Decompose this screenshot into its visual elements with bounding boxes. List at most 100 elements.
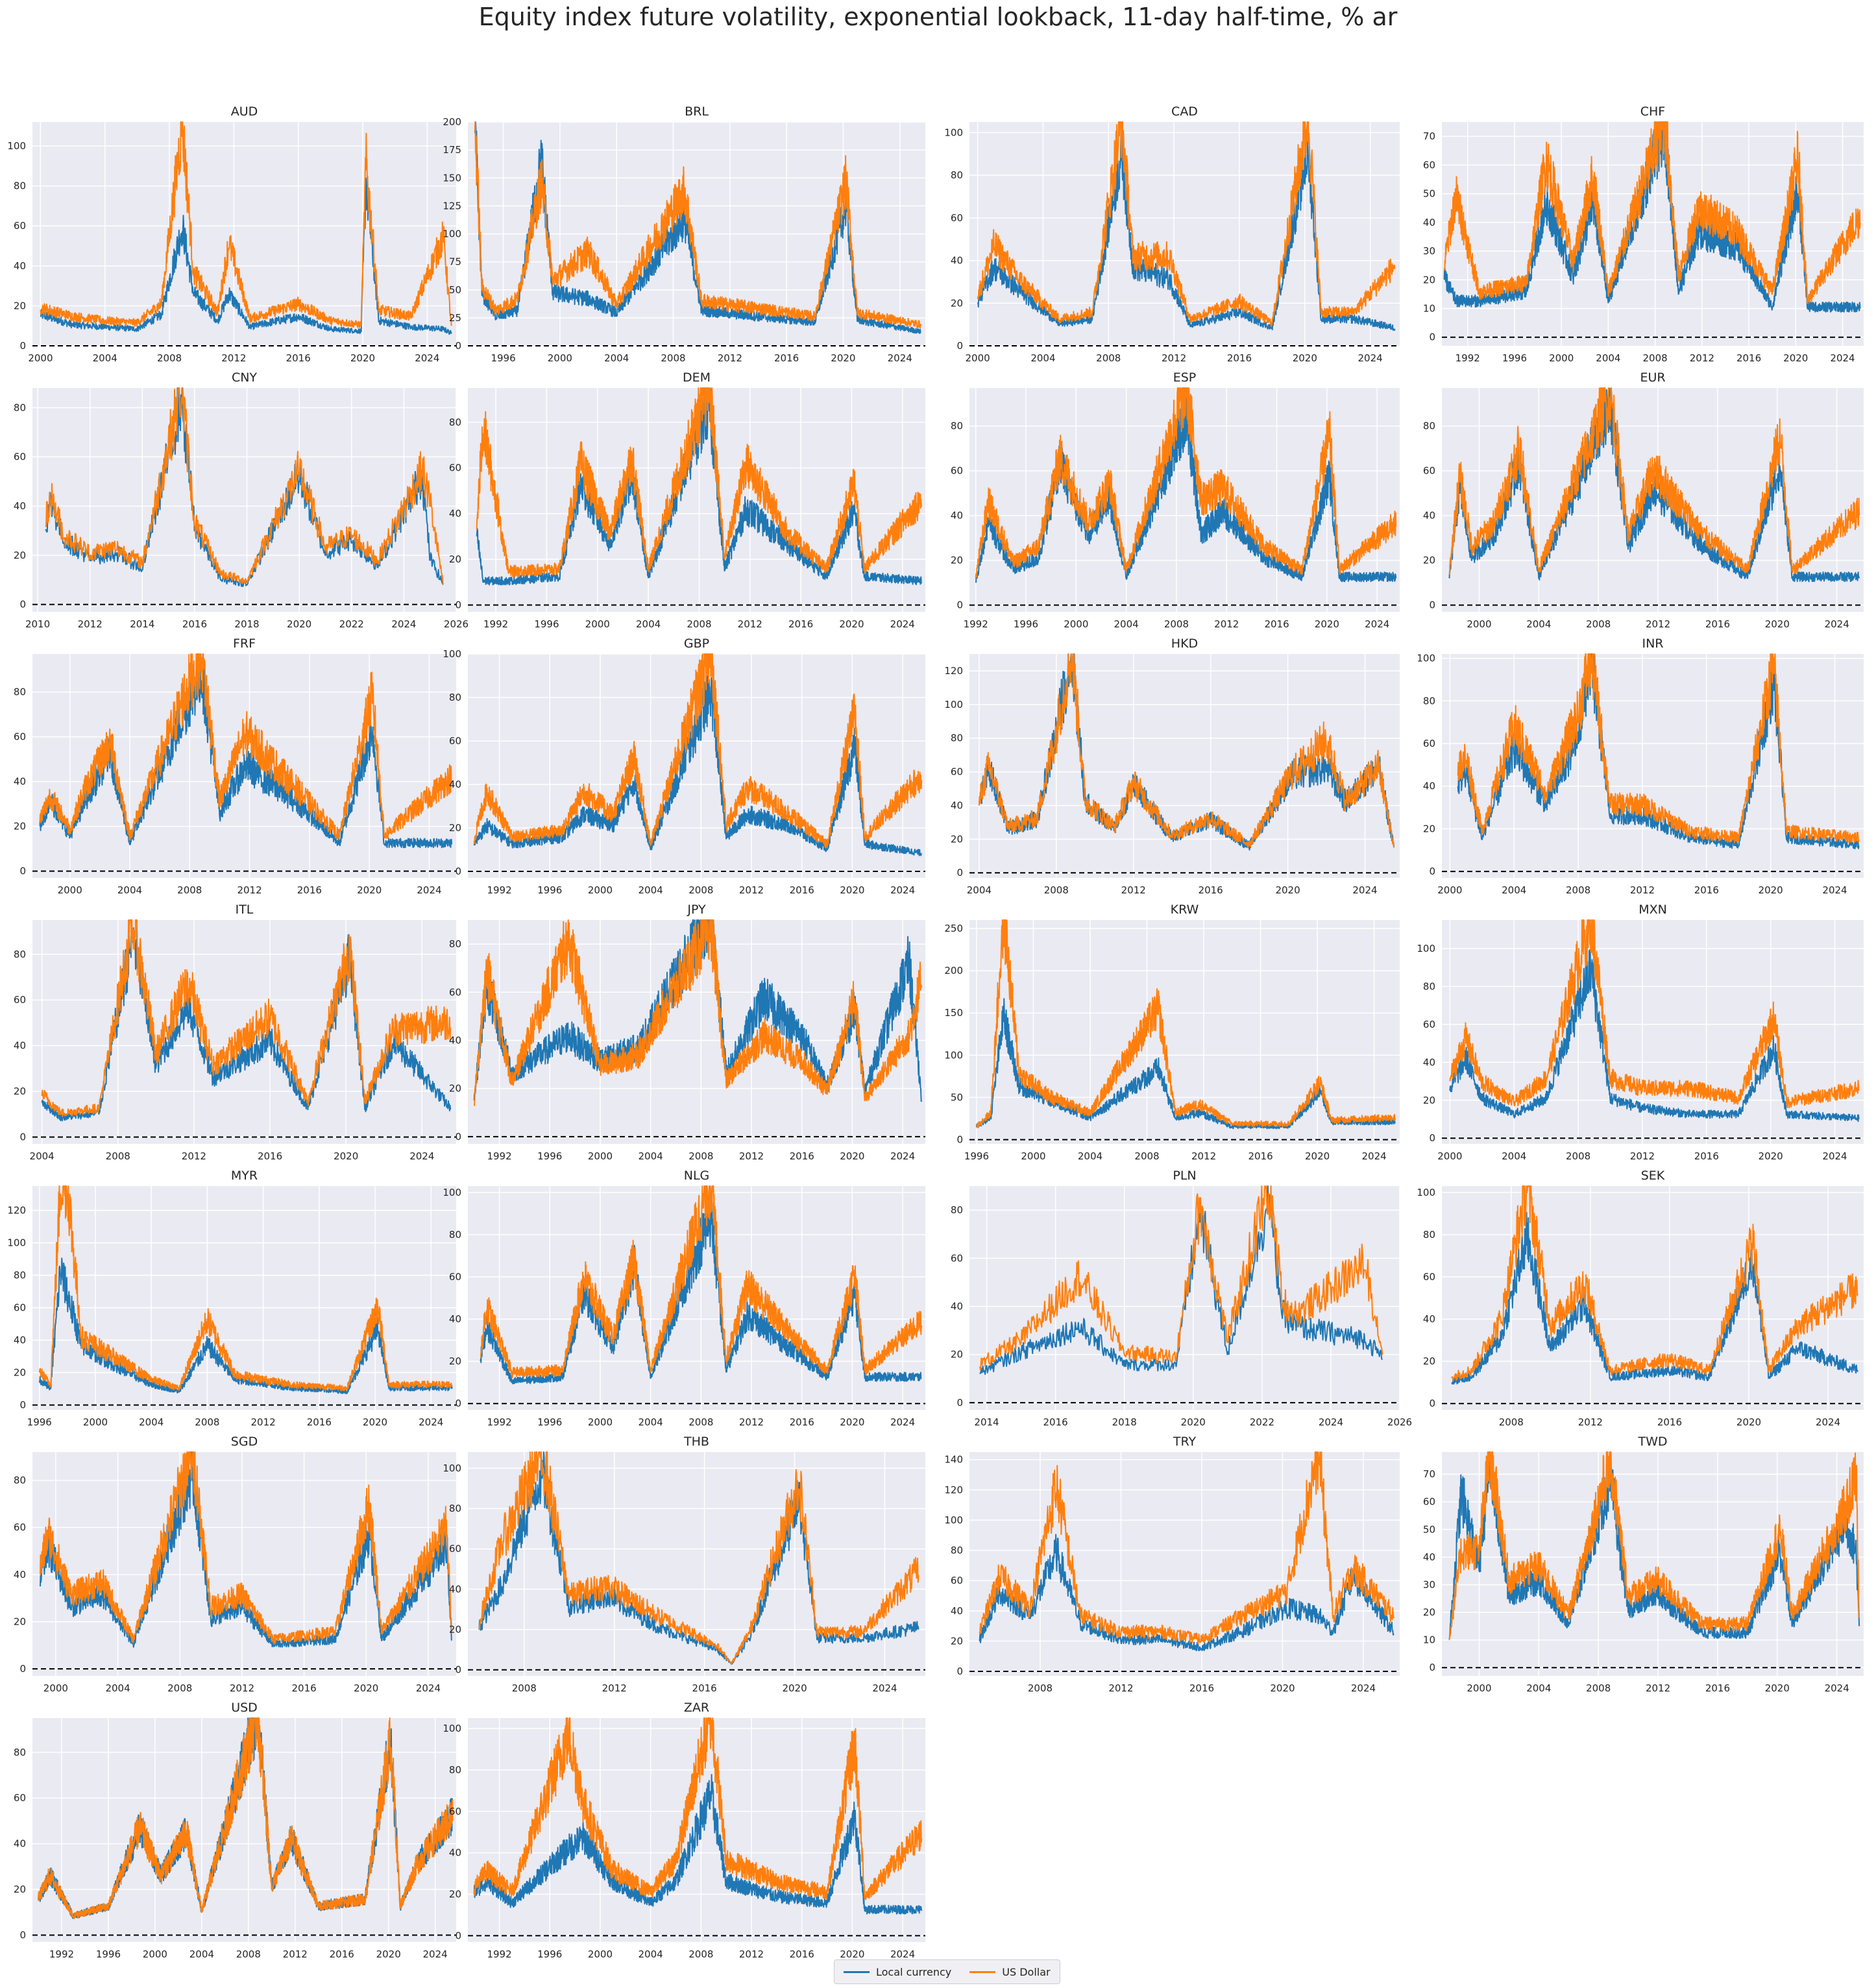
x-tick-label: 2016 <box>790 1150 814 1162</box>
x-tick-label: 2024 <box>1822 884 1847 896</box>
x-tick-label: 2012 <box>1162 352 1186 364</box>
y-tick-label: 80 <box>1423 695 1435 707</box>
subplot-title: AUD <box>231 104 258 119</box>
x-tick-label: 1996 <box>27 1416 52 1428</box>
x-tick-label: 1996 <box>537 1416 562 1428</box>
subplot-esp: 0 20 40 60 80 1992 1996 2000 2004 2008 2012 2016 202… <box>951 370 1400 630</box>
x-tick-label: 2004 <box>1596 352 1620 364</box>
y-tick-label: 60 <box>14 220 26 232</box>
series-line-us-dollar <box>473 653 923 849</box>
x-tick-label: 2000 <box>1549 352 1574 364</box>
subplot-title: HKD <box>1171 636 1198 651</box>
y-tick-label: 60 <box>951 212 963 224</box>
series-line-local-currency <box>977 122 1396 331</box>
y-tick-label: 60 <box>14 731 26 743</box>
y-tick-label: 0 <box>1429 332 1435 343</box>
x-tick-label: 2022 <box>1250 1416 1274 1428</box>
x-tick-label: 2000 <box>1437 884 1462 896</box>
x-tick-label: 2008 <box>167 1682 192 1694</box>
subplot-title: JPY <box>687 903 706 917</box>
x-tick-label: 2020 <box>363 1416 387 1428</box>
y-tick-label: 20 <box>449 1083 461 1095</box>
x-tick-label: 1996 <box>1502 352 1527 364</box>
x-tick-label: 2008 <box>688 1948 713 1960</box>
y-tick-label: 40 <box>951 1605 963 1617</box>
y-tick-label: 0 <box>956 867 963 879</box>
x-tick-label: 2010 <box>25 618 50 630</box>
y-tick-label: 100 <box>944 699 963 710</box>
series-line-us-dollar <box>41 919 452 1117</box>
x-tick-label: 2012 <box>1108 1682 1133 1694</box>
x-tick-label: 2020 <box>1736 1416 1761 1428</box>
x-tick-label: 2008 <box>687 618 711 630</box>
y-tick-label: 80 <box>1423 420 1435 432</box>
x-tick-label: 2012 <box>739 1150 764 1162</box>
y-tick-label: 60 <box>951 1252 963 1264</box>
subplot-krw: 0 50 100 150 200 250 1996 2000 2004 2008 2012 2016 2… <box>944 903 1400 1162</box>
y-tick-label: 40 <box>449 1847 461 1859</box>
y-tick-label: 0 <box>19 1131 26 1143</box>
x-tick-label: 2012 <box>739 1416 764 1428</box>
x-tick-label: 2020 <box>357 884 382 896</box>
x-tick-label: 2012 <box>221 352 246 364</box>
y-tick-label: 0 <box>1429 1398 1435 1409</box>
subplot-mxn: 0 20 40 60 80 100 2000 2004 2008 2012 2016 2020 2024… <box>1417 903 1864 1162</box>
x-tick-label: 2016 <box>291 1682 316 1694</box>
x-tick-label: 2014 <box>130 618 154 630</box>
x-tick-label: 1992 <box>487 1416 511 1428</box>
subplot-title: USD <box>231 1701 258 1715</box>
y-tick-label: 80 <box>1423 980 1435 992</box>
y-tick-label: 40 <box>449 1034 461 1046</box>
series-line-local-currency <box>40 1451 452 1648</box>
y-tick-label: 0 <box>455 1664 461 1676</box>
x-tick-label: 2020 <box>354 1682 378 1694</box>
x-tick-label: 2000 <box>1021 1150 1045 1162</box>
subplot-zar: 0 20 40 60 80 100 1992 1996 2000 2004 2008 2012 2016… <box>443 1701 925 1960</box>
subplot-nlg: 0 20 40 60 80 100 1992 1996 2000 2004 2008 2012 2016… <box>443 1169 925 1428</box>
x-tick-label: 2008 <box>106 1150 130 1162</box>
x-tick-label: 2024 <box>1825 1682 1849 1694</box>
x-tick-label: 2024 <box>415 352 439 364</box>
x-tick-label: 2012 <box>1121 884 1146 896</box>
x-tick-label: 2016 <box>790 1948 814 1960</box>
subplot-sgd: 0 20 40 60 80 2000 2004 2008 2012 2016 2020 2024 SGD <box>14 1435 456 1694</box>
y-tick-label: 60 <box>14 994 26 1006</box>
subplot-pln: 0 20 40 60 80 2014 2016 2018 2020 2022 2024 2026 PLN <box>951 1169 1412 1428</box>
x-tick-label: 2016 <box>1736 352 1761 364</box>
y-tick-label: 60 <box>1423 1496 1435 1508</box>
plot-area <box>32 1452 456 1676</box>
x-tick-label: 2024 <box>1825 618 1849 630</box>
x-tick-label: 2016 <box>790 1416 814 1428</box>
y-tick-label: 0 <box>19 866 26 877</box>
series-line-us-dollar <box>977 121 1396 328</box>
series-line-us-dollar <box>975 387 1397 579</box>
x-tick-label: 2024 <box>416 1682 441 1694</box>
subplot-title: GBP <box>684 636 709 651</box>
y-tick-label: 20 <box>951 1635 963 1647</box>
x-tick-label: 2014 <box>974 1416 999 1428</box>
y-tick-label: 0 <box>19 1663 26 1675</box>
subplot-frf: 0 20 40 60 80 2000 2004 2008 2012 2016 2020 2024 FRF <box>14 636 456 896</box>
x-tick-label: 2000 <box>1467 618 1491 630</box>
series-line-local-currency <box>979 1185 1383 1376</box>
x-tick-label: 2016 <box>1227 352 1252 364</box>
x-tick-label: 2022 <box>339 618 364 630</box>
x-tick-label: 2012 <box>78 618 103 630</box>
x-tick-label: 2024 <box>1362 1150 1387 1162</box>
y-tick-label: 0 <box>956 340 963 352</box>
x-tick-label: 2000 <box>588 1948 613 1960</box>
y-tick-label: 0 <box>455 599 461 611</box>
y-tick-label: 50 <box>951 1091 963 1103</box>
x-tick-label: 2016 <box>788 618 813 630</box>
y-tick-label: 60 <box>1423 1271 1435 1283</box>
x-tick-label: 2020 <box>1293 352 1317 364</box>
y-tick-label: 40 <box>14 776 26 788</box>
series-line-us-dollar <box>978 653 1395 849</box>
y-tick-label: 0 <box>455 1930 461 1941</box>
x-tick-label: 1996 <box>537 1948 562 1960</box>
y-tick-label: 0 <box>956 1666 963 1677</box>
y-tick-label: 0 <box>455 866 461 877</box>
y-tick-label: 20 <box>1423 1095 1435 1106</box>
x-tick-label: 2024 <box>417 884 441 896</box>
